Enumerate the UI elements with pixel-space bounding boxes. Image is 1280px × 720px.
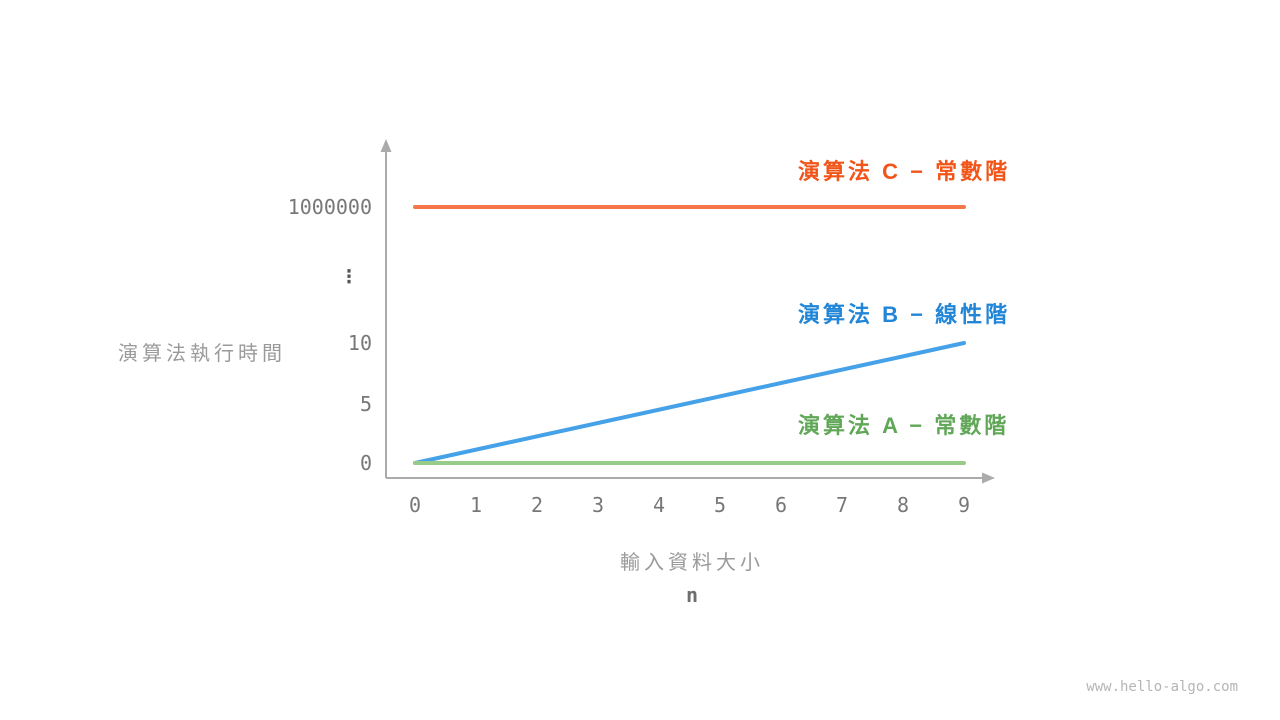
y-axis-title: 演算法執行時間 bbox=[118, 343, 286, 365]
x-tick-label: 3 bbox=[591, 493, 605, 517]
y-tick-label: 10 bbox=[347, 331, 372, 355]
x-tick-label: 9 bbox=[957, 493, 971, 517]
y-tick-label: 5 bbox=[359, 392, 372, 416]
x-tick-label: 4 bbox=[652, 493, 666, 517]
legend-label-A: 演算法 A − 常數階 bbox=[798, 413, 1010, 438]
y-tick-label: 0 bbox=[359, 451, 372, 475]
x-tick-label: 6 bbox=[774, 493, 788, 517]
series-line-B bbox=[413, 341, 966, 465]
axes bbox=[380, 139, 995, 484]
y-axis-arrow-icon bbox=[380, 139, 392, 152]
x-tick-label: 7 bbox=[835, 493, 849, 517]
x-tick-label: 2 bbox=[530, 493, 544, 517]
x-tick-label: 8 bbox=[896, 493, 910, 517]
x-axis-variable: n bbox=[685, 583, 699, 607]
series-lines bbox=[413, 205, 966, 465]
x-axis-arrow-icon bbox=[982, 472, 995, 484]
legend-label-B: 演算法 B − 線性階 bbox=[798, 302, 1011, 327]
x-tick-label: 1 bbox=[469, 493, 483, 517]
legend-label-C: 演算法 C − 常數階 bbox=[798, 159, 1011, 184]
x-tick-label: 0 bbox=[408, 493, 422, 517]
x-axis-title: 輸入資料大小 bbox=[620, 552, 764, 574]
y-axis-break-ellipsis: ⋮ bbox=[340, 266, 358, 288]
x-tick-label: 5 bbox=[713, 493, 727, 517]
y-tick-label: 1000000 bbox=[287, 195, 372, 219]
watermark: www.hello-algo.com bbox=[1086, 679, 1238, 695]
